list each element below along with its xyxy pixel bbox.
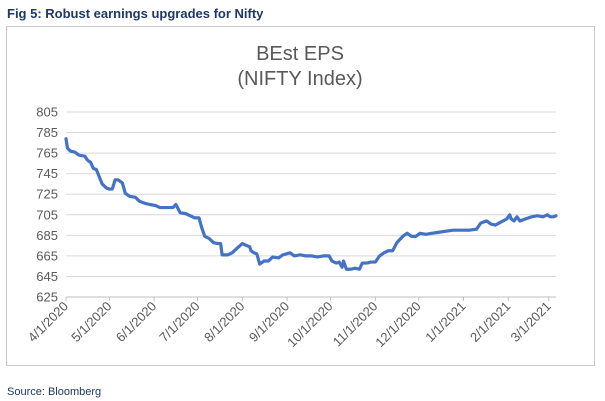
x-tick-label: 3/1/2021 xyxy=(508,299,554,345)
y-tick-label: 745 xyxy=(36,166,58,181)
gridlines xyxy=(66,111,556,277)
x-tick-label: 1/1/2021 xyxy=(422,299,468,345)
y-tick-label: 625 xyxy=(36,290,58,305)
y-tick-label: 805 xyxy=(36,105,58,120)
x-tick-label: 8/1/2020 xyxy=(201,299,247,345)
x-tick-label: 10/1/2020 xyxy=(284,299,336,351)
series-line xyxy=(64,137,558,271)
y-tick-label: 785 xyxy=(36,125,58,140)
series-layer xyxy=(64,137,558,271)
x-tick-label: 7/1/2020 xyxy=(156,299,202,345)
x-tick-label: 4/1/2020 xyxy=(25,299,71,345)
axes xyxy=(65,296,556,301)
x-tick-labels: 4/1/20205/1/20206/1/20207/1/20208/1/2020… xyxy=(25,299,554,351)
line-chart: BEst EPS (NIFTY Index) 625 645 665 685 705 72… xyxy=(25,43,558,351)
y-tick-label: 705 xyxy=(36,207,58,222)
figure-title: Fig 5: Robust earnings upgrades for Nift… xyxy=(7,6,264,21)
y-tick-labels: 625 645 665 685 705 725 745 765 785 805 xyxy=(36,105,58,305)
x-tick-label: 2/1/2021 xyxy=(467,299,513,345)
y-tick-label: 645 xyxy=(36,269,58,284)
y-tick-label: 765 xyxy=(36,146,58,161)
chart-frame: BEst EPS (NIFTY Index) 625 645 665 685 705 72… xyxy=(6,26,595,366)
y-tick-label: 685 xyxy=(36,228,58,243)
x-tick-label: 5/1/2020 xyxy=(68,299,114,345)
source-note: Source: Bloomberg xyxy=(7,386,102,398)
x-tick-label: 12/1/2020 xyxy=(372,299,424,351)
y-tick-label: 665 xyxy=(36,248,58,263)
x-tick-label: 11/1/2020 xyxy=(330,299,381,350)
y-tick-label: 725 xyxy=(36,187,58,202)
chart-title: BEst EPS xyxy=(256,43,344,65)
chart-subtitle: (NIFTY Index) xyxy=(237,68,362,90)
x-tick-label: 6/1/2020 xyxy=(113,299,159,345)
